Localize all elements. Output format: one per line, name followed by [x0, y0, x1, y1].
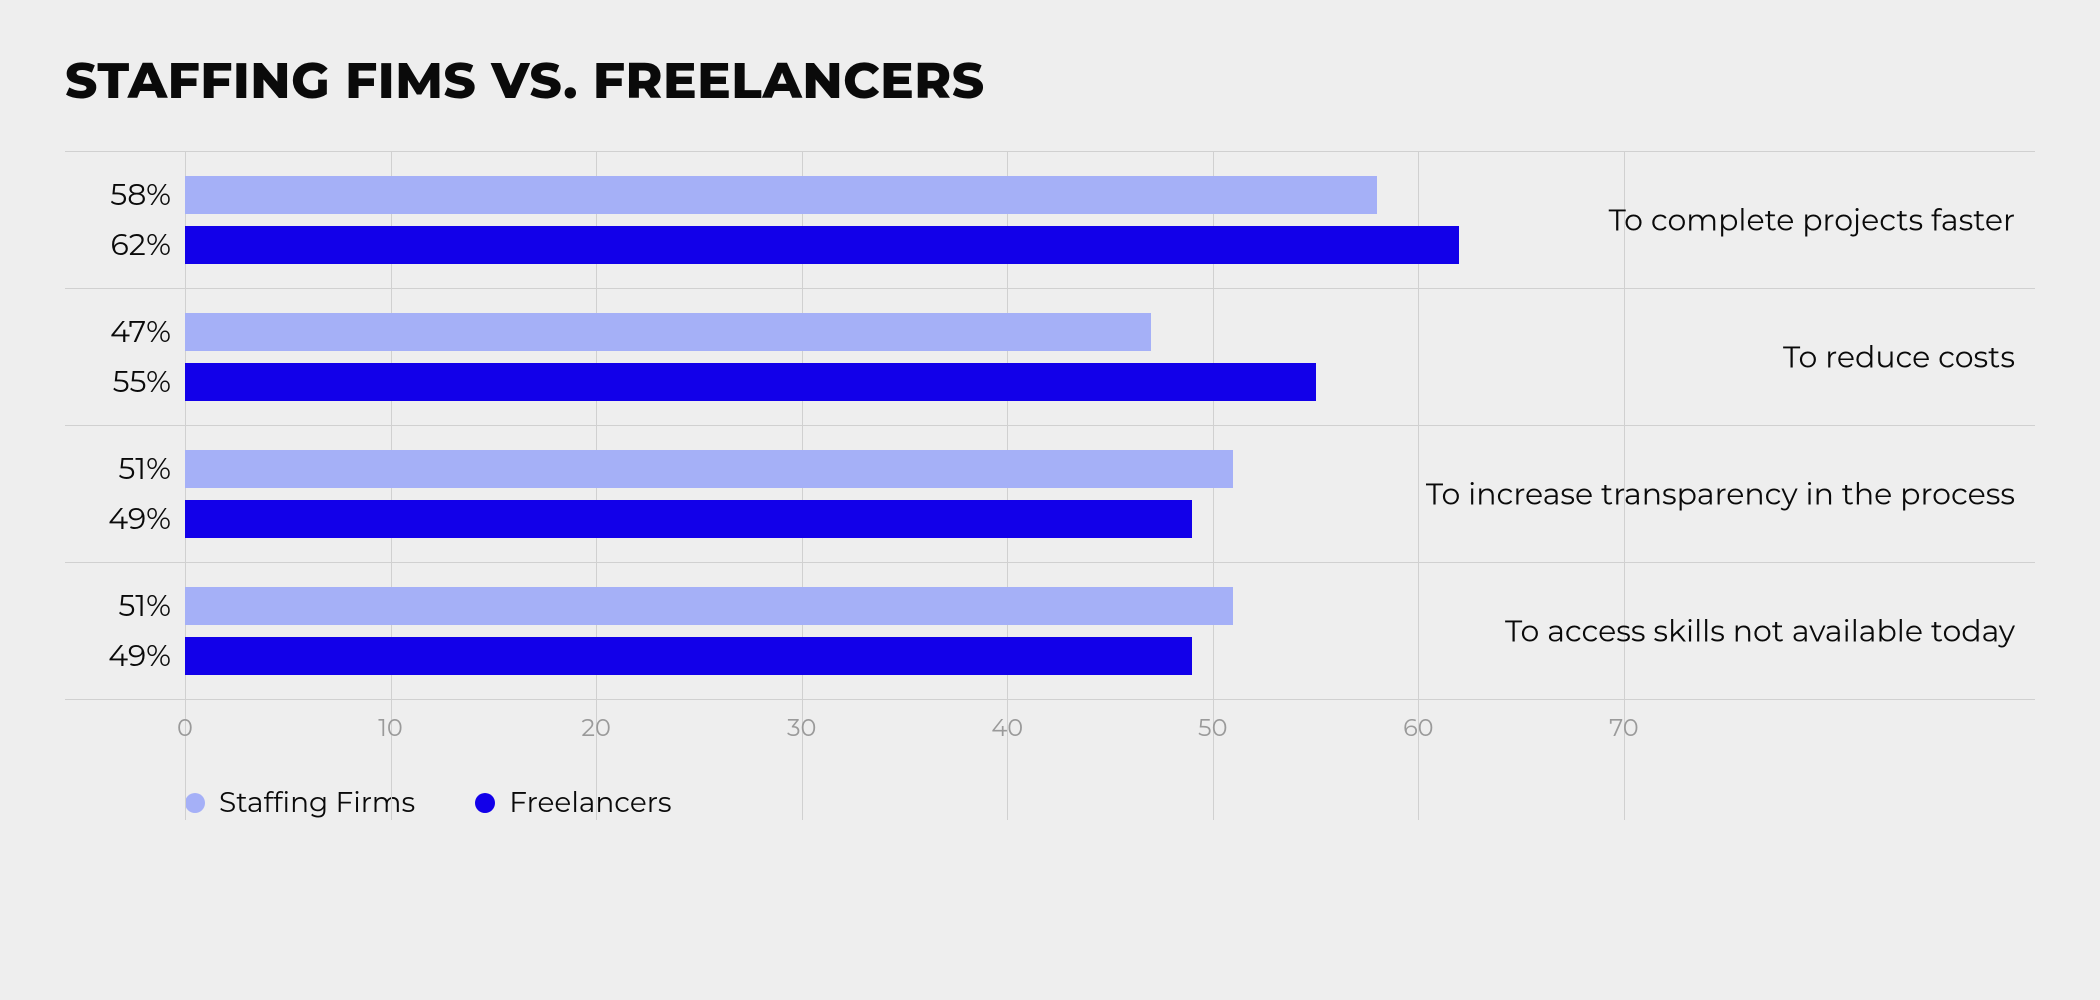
bar-staffing-firms: [185, 450, 1233, 488]
chart-title: STAFFING FIMS VS. FREELANCERS: [65, 50, 2035, 111]
x-tick-label: 70: [1609, 714, 1639, 743]
category-label: To reduce costs: [1783, 339, 2015, 376]
bar-value-label: 62%: [65, 220, 171, 270]
bar-staffing-firms: [185, 587, 1233, 625]
legend-swatch-icon: [185, 793, 205, 813]
x-tick-label: 50: [1198, 714, 1227, 743]
legend-label: Staffing Firms: [219, 786, 415, 820]
category-label: To complete projects faster: [1609, 202, 2015, 239]
legend-item-staffing-firms: Staffing Firms: [185, 786, 415, 820]
legend-item-freelancers: Freelancers: [475, 786, 671, 820]
legend-label: Freelancers: [509, 786, 671, 820]
bar-value-label: 51%: [65, 581, 171, 631]
bars-col: [185, 307, 2035, 407]
bar-staffing-firms: [185, 313, 1151, 351]
legend: Staffing Firms Freelancers: [185, 786, 2035, 820]
bar-freelancers: [185, 637, 1192, 675]
x-tick-label: 60: [1403, 714, 1434, 743]
x-tick-label: 0: [177, 714, 193, 743]
x-tick-label: 40: [991, 714, 1023, 743]
value-labels-col: 51%49%: [65, 444, 185, 544]
bar-track: [185, 307, 2035, 357]
bar-value-label: 51%: [65, 444, 171, 494]
bar-freelancers: [185, 363, 1316, 401]
value-labels-col: 47%55%: [65, 307, 185, 407]
chart-row: 51%49% To access skills not available tod…: [65, 562, 2035, 700]
category-label: To access skills not available today: [1505, 613, 2015, 650]
x-axis: 010203040506070: [185, 708, 2035, 758]
x-tick-label: 20: [581, 714, 610, 743]
bar-value-label: 47%: [65, 307, 171, 357]
legend-swatch-icon: [475, 793, 495, 813]
value-labels-col: 58%62%: [65, 170, 185, 270]
x-tick-label: 30: [787, 714, 816, 743]
chart-area: 58%62% To complete projects faster 47%55% T…: [65, 151, 2035, 820]
category-label: To increase transparency in the process: [1426, 476, 2015, 513]
bar-value-label: 49%: [65, 494, 171, 544]
value-labels-col: 51%49%: [65, 581, 185, 681]
x-tick-label: 10: [378, 714, 403, 743]
bar-staffing-firms: [185, 176, 1377, 214]
bar-freelancers: [185, 226, 1459, 264]
bar-freelancers: [185, 500, 1192, 538]
bar-value-label: 58%: [65, 170, 171, 220]
bar-value-label: 49%: [65, 631, 171, 681]
chart-row: 58%62% To complete projects faster: [65, 151, 2035, 288]
chart-row: 51%49% To increase transparency in the pr…: [65, 425, 2035, 562]
bar-track: [185, 357, 2035, 407]
chart-row: 47%55% To reduce costs: [65, 288, 2035, 425]
bar-value-label: 55%: [65, 357, 171, 407]
